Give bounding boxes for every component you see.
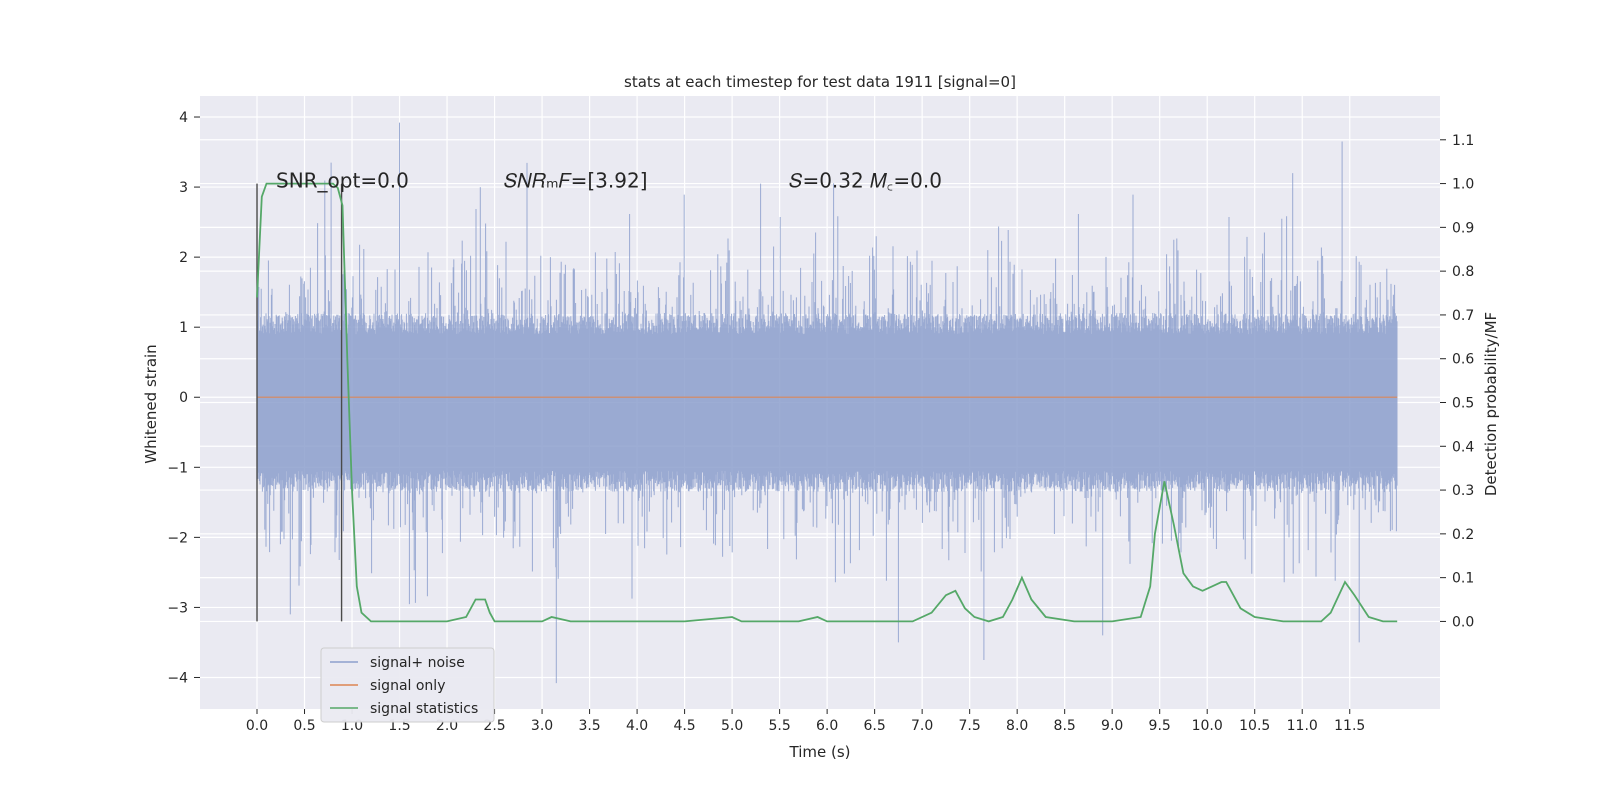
annotation-s-mc: 𝑆=0.32 𝑀꜀=0.0 [789,169,942,193]
x-tick-label: 7.0 [911,718,933,734]
y-left-tick-label: 3 [179,180,188,196]
x-tick-label: 10.5 [1239,718,1270,734]
x-tick-label: 4.0 [626,718,648,734]
y-left-tick-label: 1 [179,320,188,336]
y-left-tick-label: 2 [179,250,188,266]
annotation-snr-mf: 𝑆𝑁𝑅ₘ𝐹=[3.92] [504,169,647,193]
y-right-tick-label: 0.3 [1452,483,1474,499]
y-left-tick-label: −2 [167,530,188,546]
y-left-axis-ticks: −4 −3 −2 −1 0 1 2 3 4 [167,110,200,686]
x-tick-label: 11.5 [1334,718,1365,734]
x-tick-label: 9.5 [1149,718,1171,734]
y-right-tick-label: 0.9 [1452,220,1474,236]
legend-label-signal-plus-noise: signal+ noise [370,655,465,671]
signal-statistics-line [256,182,1398,623]
y-right-tick-label: 0.7 [1452,308,1474,324]
legend-box [320,647,495,723]
legend: signal+ noise signal only signal statist… [320,647,495,723]
y-right-tick-label: 0.4 [1452,439,1474,455]
y-right-tick-label: 0.5 [1452,396,1474,412]
y-left-tick-label: −3 [167,600,188,616]
x-axis-label: Time (s) [789,743,851,761]
annotations: SNR_opt=0.0 𝑆𝑁𝑅ₘ𝐹=[3.92] 𝑆=0.32 𝑀꜀=0.0 [276,169,942,193]
y-left-tick-label: −1 [167,460,188,476]
x-tick-label: 6.0 [816,718,838,734]
x-tick-label: 7.5 [959,718,981,734]
vertical-markers [256,183,343,622]
x-tick-label: 4.5 [673,718,695,734]
y-right-tick-label: 0.1 [1452,571,1474,587]
x-tick-label: 8.0 [1006,718,1028,734]
y-right-tick-label: 1.0 [1452,177,1474,193]
x-tick-label: 10.0 [1192,718,1223,734]
x-tick-label: 9.0 [1101,718,1123,734]
y-right-tick-label: 0.8 [1452,264,1474,280]
y-left-tick-label: −4 [167,670,188,686]
x-tick-label: 11.0 [1287,718,1318,734]
y-right-tick-label: 1.1 [1452,133,1474,149]
y-right-tick-label: 0.2 [1452,527,1474,543]
y-right-axis-ticks: 0.0 0.1 0.2 0.3 0.4 0.5 0.6 0.7 0.8 0.9 1.0 1.1 [1440,133,1474,630]
y-left-tick-label: 4 [179,110,188,126]
series-signal-statistics [256,182,1398,623]
chart-title: stats at each timestep for test data 191… [624,73,1016,91]
x-tick-label: 8.5 [1054,718,1076,734]
y-right-tick-label: 0.0 [1452,614,1474,630]
legend-label-signal-statistics: signal statistics [370,701,478,717]
annotation-snr-opt: SNR_opt=0.0 [276,169,409,193]
y-right-tick-label: 0.6 [1452,352,1474,368]
x-tick-label: 0.0 [246,718,268,734]
y-left-tick-label: 0 [179,390,188,406]
y-left-axis-label: Whitened strain [142,344,160,463]
legend-label-signal-only: signal only [370,678,445,694]
x-tick-label: 3.0 [531,718,553,734]
x-tick-label: 3.5 [578,718,600,734]
y-right-axis-label: Detection probability/MF [1482,312,1500,496]
x-tick-label: 5.0 [721,718,743,734]
x-tick-label: 6.5 [864,718,886,734]
x-tick-label: 0.5 [293,718,315,734]
x-tick-label: 5.5 [768,718,790,734]
